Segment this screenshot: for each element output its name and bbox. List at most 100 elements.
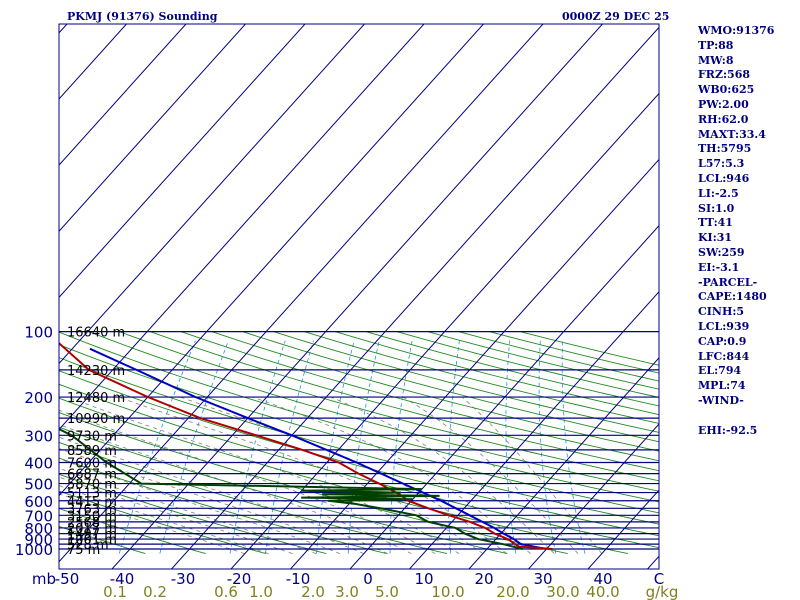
moist-adiabat-line (252, 396, 531, 554)
temperature-tick: 0 (363, 570, 373, 588)
height-label: 75 m (67, 543, 100, 558)
isotherm-line (59, 24, 485, 497)
dry-adiabat-line (242, 331, 659, 443)
dry-adiabat-line (59, 525, 146, 555)
index-line: MAXT:33.4 (698, 127, 766, 141)
temperature-trace (59, 341, 553, 550)
pressure-label: 400 (24, 454, 53, 472)
isotherm-line (59, 24, 306, 299)
moist-adiabat-line (59, 424, 412, 554)
mixing-ratio-line (229, 340, 286, 554)
dry-adiabat-line (273, 331, 659, 433)
height-label: 3150 m (67, 509, 117, 524)
mixing-ratio-line (448, 340, 460, 554)
height-label: 12480 m (67, 391, 125, 406)
pressure-label: 800 (24, 520, 53, 538)
height-label: 1001 m (67, 533, 117, 548)
height-label: 2568 m (67, 516, 117, 531)
temperature-tick: -30 (171, 570, 196, 588)
valid-time: 0000Z 29 DEC 25 (562, 10, 669, 23)
height-label: 5113 m (67, 487, 117, 502)
mixing-ratio-tick: 0.6 (214, 583, 238, 600)
height-label: 1497 m (67, 528, 117, 543)
isotherm-line (230, 92, 659, 569)
temperature-tick: C (654, 570, 664, 588)
moist-adiabat-line (118, 396, 484, 554)
mixing-ratio-line (561, 340, 586, 554)
dry-adiabats (59, 331, 659, 555)
mixing-ratio-tick: 2.0 (301, 583, 325, 600)
height-label: 8589 m (67, 444, 117, 459)
index-line: PW:2.00 (698, 97, 749, 111)
dry-adiabat-line (88, 331, 659, 492)
mixing-ratio-tick: 0.2 (143, 583, 167, 600)
moist-adiabat-line (59, 436, 388, 554)
dry-adiabat-line (119, 331, 659, 482)
temperature-tick: -20 (227, 570, 252, 588)
index-line: TP:88 (698, 38, 734, 52)
index-line: -WIND- (698, 393, 744, 407)
index-line: EI:-3.1 (698, 260, 740, 274)
mixing-ratio-tick: 10.0 (431, 583, 464, 600)
index-line: TH:5795 (698, 142, 752, 156)
height-label: 4415 m (67, 495, 117, 510)
dry-adiabat-line (149, 331, 659, 472)
moist-adiabat-line (59, 448, 365, 554)
pressure-label: 600 (24, 493, 53, 511)
height-label: 3763 m (67, 502, 117, 517)
dry-adiabat-line (180, 331, 659, 462)
pressure-label: 900 (24, 531, 53, 549)
index-line: EHI:-92.5 (698, 423, 758, 437)
dry-adiabat-line (59, 507, 206, 555)
moist-adiabat-line (67, 396, 460, 554)
isotherm-line (59, 24, 544, 563)
mixing-ratio-tick: 30.0 (546, 583, 579, 600)
pressure-label: 500 (24, 476, 53, 494)
dewpoint-trace (59, 427, 523, 550)
isotherm-line (59, 24, 425, 431)
pressure-label: 1000 (15, 541, 53, 559)
mixing-ratio-line (118, 340, 196, 554)
dry-adiabat-line (59, 457, 387, 555)
dry-adiabat-line (211, 331, 659, 452)
height-label: 10990 m (67, 412, 125, 427)
index-line: CAP:0.9 (698, 334, 747, 348)
mixing-ratio-tick: 5.0 (375, 583, 399, 600)
index-line: LFC:844 (698, 349, 750, 363)
dry-adiabat-line (59, 473, 327, 555)
mixing-ratio-tick: 1.0 (249, 583, 273, 600)
isotherm-line (408, 291, 659, 569)
dry-adiabat-line (59, 331, 659, 503)
height-label: 5870 m (67, 478, 117, 493)
mixing-ratio-tick: 0.1 (103, 583, 127, 600)
pressure-label: 100 (24, 324, 53, 342)
moist-adiabat-line (59, 493, 246, 554)
height-label: 9730 m (67, 429, 117, 444)
pressure-unit-label: mb (32, 570, 56, 588)
index-line: SI:1.0 (698, 201, 735, 215)
dry-adiabat-line (59, 370, 659, 537)
isotherm-line (527, 423, 659, 569)
temperature-tick: -50 (55, 570, 80, 588)
isobars (59, 331, 659, 550)
dry-adiabat-line (59, 344, 659, 514)
moist-adiabat-line (59, 467, 317, 554)
index-line: SW:259 (698, 245, 745, 259)
temperature-tick: 40 (593, 570, 612, 588)
mixing-ratio-tick: 40.0 (586, 583, 619, 600)
index-line: L57:5.3 (698, 157, 745, 171)
index-line: -PARCEL- (698, 275, 758, 289)
index-line: EL:794 (698, 364, 742, 378)
temperature-tick: -10 (286, 570, 311, 588)
isotherm-line (468, 357, 659, 569)
plot-frame (58, 23, 660, 570)
index-line: LCL:939 (698, 319, 750, 333)
index-line: CINH:5 (698, 305, 745, 319)
index-panel: WMO:91376 TP:88 MW:8 FRZ:568 WB0:625 PW:2.00 R… (698, 24, 798, 438)
height-label: 6687 m (67, 468, 117, 483)
moist-adiabats (59, 396, 603, 554)
mixing-ratio-tick: 20.0 (496, 583, 529, 600)
isotherm-line (587, 489, 659, 569)
